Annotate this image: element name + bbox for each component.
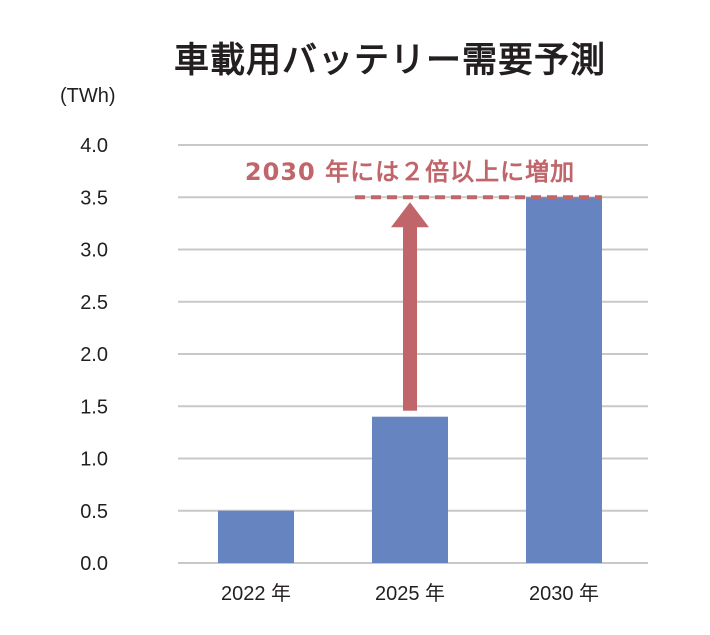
bar-layer: [218, 197, 602, 563]
y-tick-label: 3.5: [80, 187, 108, 209]
y-tick-label: 4.0: [80, 135, 108, 157]
y-tick-label: 2.5: [80, 292, 108, 314]
y-tick-label: 0.0: [80, 553, 108, 575]
y-tick-label: 0.5: [80, 501, 108, 523]
x-tick-label: 2022 年: [221, 582, 291, 605]
x-tick-label: 2025 年: [375, 582, 445, 605]
y-tick-label: 2.0: [80, 344, 108, 366]
arrow-head: [391, 202, 429, 228]
annotation-label: 2030 年には２倍以上に増加: [245, 158, 575, 186]
y-unit-label: (TWh): [60, 85, 116, 107]
arrow-shaft: [403, 225, 417, 411]
annotation-layer: 2030 年には２倍以上に増加: [245, 158, 602, 411]
y-tick-label: 3.0: [80, 240, 108, 262]
bar: [218, 510, 294, 563]
y-tick-label: 1.0: [80, 449, 108, 471]
bar: [372, 416, 448, 563]
y-tick-label: 1.5: [80, 396, 108, 418]
bar: [526, 197, 602, 563]
chart-title: 車載用バッテリー需要予測: [173, 41, 606, 81]
axis-layer: 0.0 0.5 1.0 1.5 2.0 2.5 3.0 3.5 4.0 (TWh) 2022 年 20…: [60, 85, 599, 605]
x-tick-label: 2030 年: [529, 582, 599, 605]
